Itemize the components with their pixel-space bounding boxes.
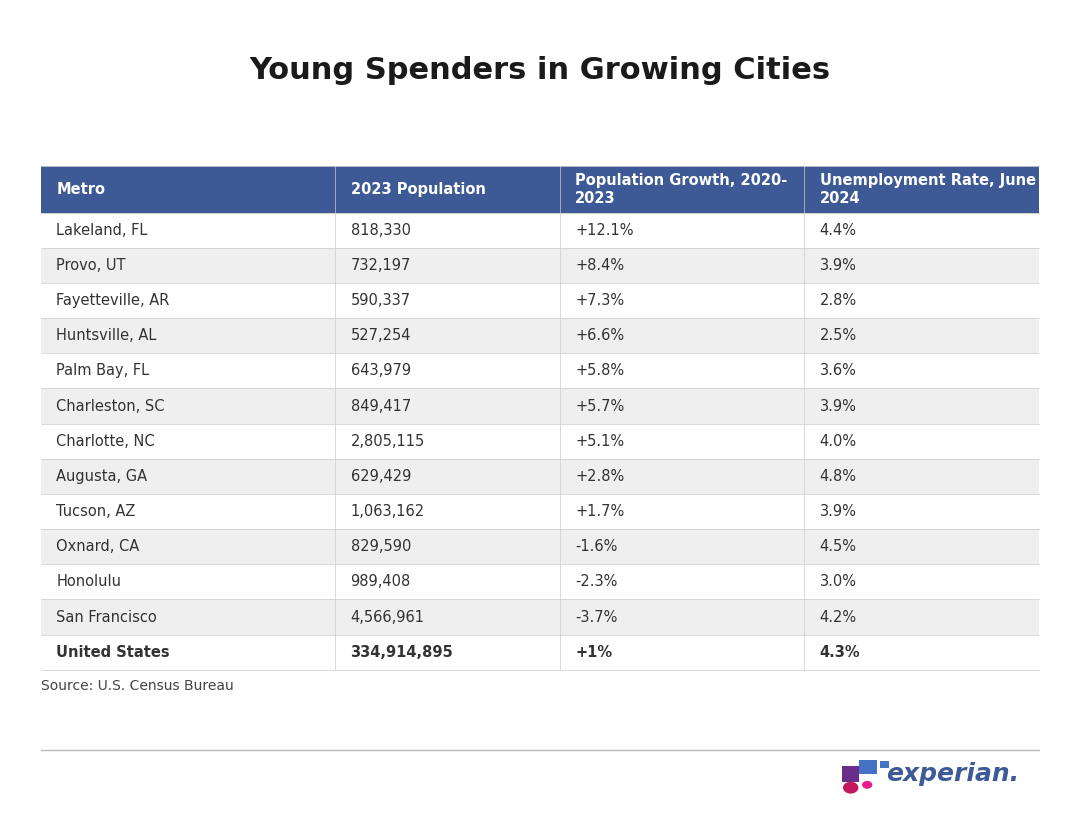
Text: +5.7%: +5.7% — [575, 399, 624, 414]
Circle shape — [862, 781, 873, 789]
Text: Fayetteville, AR: Fayetteville, AR — [56, 293, 170, 308]
Text: +12.1%: +12.1% — [575, 223, 634, 238]
Text: 2023 Population: 2023 Population — [351, 182, 485, 197]
Text: -2.3%: -2.3% — [575, 574, 618, 589]
Text: 1,063,162: 1,063,162 — [351, 504, 424, 519]
Text: Young Spenders in Growing Cities: Young Spenders in Growing Cities — [249, 57, 831, 85]
Text: 4.8%: 4.8% — [820, 469, 856, 484]
Bar — [336, 166, 559, 213]
Text: San Francisco: San Francisco — [56, 610, 157, 625]
Text: 3.0%: 3.0% — [820, 574, 856, 589]
Text: 829,590: 829,590 — [351, 539, 410, 554]
Text: 2.5%: 2.5% — [820, 329, 856, 344]
Text: 629,429: 629,429 — [351, 469, 410, 484]
Text: 4.5%: 4.5% — [820, 539, 856, 554]
Text: Lakeland, FL: Lakeland, FL — [56, 223, 148, 238]
Bar — [41, 599, 1039, 635]
Text: -1.6%: -1.6% — [575, 539, 618, 554]
Bar — [41, 318, 1039, 354]
Bar — [41, 283, 1039, 318]
Text: +5.8%: +5.8% — [575, 364, 624, 379]
Text: +2.8%: +2.8% — [575, 469, 624, 484]
Text: 643,979: 643,979 — [351, 364, 410, 379]
Text: Augusta, GA: Augusta, GA — [56, 469, 147, 484]
Text: +7.3%: +7.3% — [575, 293, 624, 308]
Text: Provo, UT: Provo, UT — [56, 258, 125, 273]
Text: Palm Bay, FL: Palm Bay, FL — [56, 364, 149, 379]
Bar — [41, 389, 1039, 423]
Text: 818,330: 818,330 — [351, 223, 410, 238]
Text: Tucson, AZ: Tucson, AZ — [56, 504, 135, 519]
Bar — [880, 760, 889, 768]
Text: 527,254: 527,254 — [351, 329, 411, 344]
Text: Huntsville, AL: Huntsville, AL — [56, 329, 157, 344]
Text: +8.4%: +8.4% — [575, 258, 624, 273]
Text: Honolulu: Honolulu — [56, 574, 121, 589]
Text: United States: United States — [56, 645, 170, 660]
Bar — [41, 248, 1039, 283]
Text: 3.9%: 3.9% — [820, 399, 856, 414]
Text: experian.: experian. — [887, 762, 1020, 786]
Text: 3.9%: 3.9% — [820, 504, 856, 519]
Text: Unemployment Rate, June
2024: Unemployment Rate, June 2024 — [820, 173, 1036, 206]
Text: Charleston, SC: Charleston, SC — [56, 399, 164, 414]
Bar — [41, 423, 1039, 458]
Bar — [41, 354, 1039, 389]
Text: 849,417: 849,417 — [351, 399, 410, 414]
Text: 732,197: 732,197 — [351, 258, 410, 273]
Bar — [41, 166, 336, 213]
Text: +6.6%: +6.6% — [575, 329, 624, 344]
Text: 2,805,115: 2,805,115 — [351, 433, 424, 448]
Text: Population Growth, 2020-
2023: Population Growth, 2020- 2023 — [575, 173, 787, 206]
Text: +1.7%: +1.7% — [575, 504, 624, 519]
Text: Metro: Metro — [56, 182, 105, 197]
Text: 989,408: 989,408 — [351, 574, 410, 589]
Bar — [859, 760, 877, 775]
Bar — [41, 213, 1039, 248]
Text: -3.7%: -3.7% — [575, 610, 618, 625]
Text: 590,337: 590,337 — [351, 293, 410, 308]
Bar — [842, 765, 859, 782]
Bar — [559, 166, 805, 213]
Text: Oxnard, CA: Oxnard, CA — [56, 539, 139, 554]
Text: 2.8%: 2.8% — [820, 293, 856, 308]
Text: +5.1%: +5.1% — [575, 433, 624, 448]
Text: 4,566,961: 4,566,961 — [351, 610, 424, 625]
Text: 3.9%: 3.9% — [820, 258, 856, 273]
Text: Charlotte, NC: Charlotte, NC — [56, 433, 154, 448]
Bar — [41, 494, 1039, 529]
Bar — [805, 166, 1039, 213]
Bar — [41, 529, 1039, 564]
Text: 4.4%: 4.4% — [820, 223, 856, 238]
Text: 4.2%: 4.2% — [820, 610, 856, 625]
Bar — [41, 458, 1039, 494]
Text: +1%: +1% — [575, 645, 612, 660]
Text: Source: U.S. Census Bureau: Source: U.S. Census Bureau — [41, 680, 233, 693]
Text: 3.6%: 3.6% — [820, 364, 856, 379]
Bar — [41, 635, 1039, 670]
Text: 4.3%: 4.3% — [820, 645, 860, 660]
Circle shape — [843, 782, 859, 794]
Text: 4.0%: 4.0% — [820, 433, 856, 448]
Text: 334,914,895: 334,914,895 — [351, 645, 454, 660]
Bar — [41, 564, 1039, 599]
